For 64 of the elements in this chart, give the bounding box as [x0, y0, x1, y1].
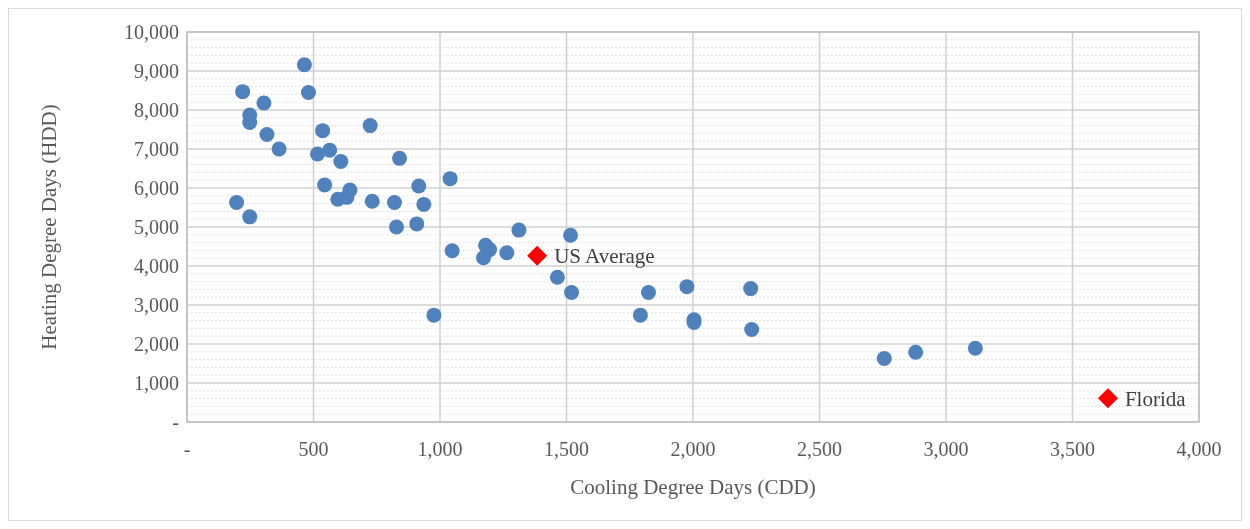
annotation: US Average [554, 244, 655, 269]
point [333, 153, 349, 169]
y-tick-label: 6,000 [134, 177, 179, 199]
point [527, 245, 548, 266]
point [271, 141, 287, 157]
y-tick-label: 5,000 [134, 216, 179, 238]
point [1097, 388, 1118, 409]
point [563, 227, 579, 243]
point [322, 142, 338, 158]
x-tick-label: 3,500 [1050, 438, 1095, 460]
y-tick-label: 1,000 [134, 372, 179, 394]
x-tick-label: 3,000 [923, 438, 969, 460]
point [342, 182, 358, 198]
x-tick-label: 2,000 [670, 438, 716, 460]
point [364, 193, 380, 209]
y-tick-label: 7,000 [134, 138, 179, 160]
x-tick-label: 4,000 [1176, 438, 1222, 460]
point [317, 177, 333, 193]
point [411, 178, 427, 194]
point [444, 243, 460, 259]
point [386, 194, 402, 210]
point [416, 196, 432, 212]
point [256, 95, 272, 111]
point [640, 285, 656, 301]
point [388, 219, 404, 235]
point [442, 171, 458, 187]
point [876, 350, 892, 366]
point [409, 216, 425, 232]
point [392, 150, 408, 166]
point [362, 118, 378, 134]
point [235, 84, 251, 100]
point [310, 146, 326, 162]
point [564, 285, 580, 301]
y-tick-label: 2,000 [134, 333, 179, 355]
point [476, 250, 492, 266]
point [242, 209, 258, 225]
x-axis-title: Cooling Degree Days (CDD) [570, 475, 816, 499]
y-tick-label: 4,000 [134, 255, 179, 277]
annotation: Florida [1124, 386, 1187, 411]
x-tick-label: 2,500 [797, 438, 842, 460]
x-tick-label: 500 [298, 438, 329, 460]
point [315, 123, 331, 139]
y-tick-label: - [172, 411, 179, 433]
point [300, 84, 316, 100]
point [679, 279, 695, 295]
x-tick-label: 1,000 [417, 438, 463, 460]
point [908, 344, 924, 360]
point [967, 340, 983, 356]
point [743, 281, 759, 297]
point [296, 57, 312, 73]
point [632, 307, 648, 323]
point [511, 222, 527, 238]
y-tick-label: 10,000 [124, 21, 179, 43]
y-tick-label: 8,000 [134, 99, 179, 121]
y-axis-title: Heating Degree Days (HDD) [37, 104, 61, 350]
y-tick-label: 3,000 [134, 294, 179, 316]
point [744, 322, 760, 338]
y-tick-label: 9,000 [134, 60, 179, 82]
x-tick-label: 1,500 [544, 438, 589, 460]
point [426, 307, 442, 323]
point [549, 269, 565, 285]
point [229, 194, 245, 210]
point [259, 127, 275, 143]
point [499, 245, 515, 261]
